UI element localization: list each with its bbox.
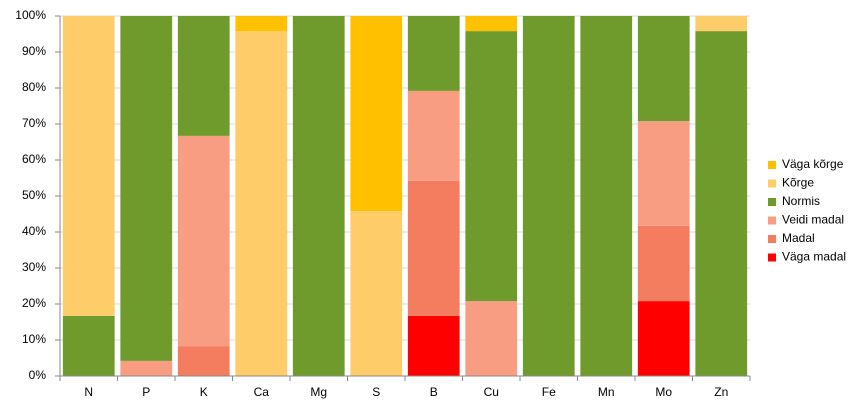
bar-segment xyxy=(292,16,345,376)
bar-segment xyxy=(120,16,173,361)
legend-label: Kõrge xyxy=(782,176,814,190)
bar-segment xyxy=(350,16,403,212)
bar-segment xyxy=(465,16,518,32)
y-tick-label: 100% xyxy=(15,8,46,22)
legend-swatch xyxy=(768,161,776,169)
legend-label: Madal xyxy=(782,231,815,245)
bar-segment xyxy=(235,31,288,377)
x-tick-label: B xyxy=(430,385,438,399)
x-tick-label: N xyxy=(84,385,93,399)
x-tick-label: S xyxy=(372,385,380,399)
legend-swatch xyxy=(768,179,776,188)
legend-label: Väga kõrge xyxy=(782,157,844,171)
bar-segment xyxy=(407,180,460,316)
x-tick-label: K xyxy=(200,385,208,399)
y-tick-label: 40% xyxy=(22,224,46,238)
bar-segment xyxy=(637,301,690,376)
bar-segment xyxy=(637,225,690,302)
x-tick-label: Mg xyxy=(310,385,327,399)
bar-segment xyxy=(637,16,690,122)
bar-segment xyxy=(177,16,230,136)
bar-segment xyxy=(465,301,518,376)
x-tick-label: Zn xyxy=(714,385,728,399)
bar-segment xyxy=(695,16,748,32)
y-tick-label: 50% xyxy=(22,188,46,202)
legend-swatch xyxy=(768,198,776,206)
x-tick-label: Mn xyxy=(598,385,615,399)
bar-segment xyxy=(62,16,115,316)
bar-segment xyxy=(120,360,173,376)
y-tick-label: 90% xyxy=(22,44,46,58)
bar-segment xyxy=(465,31,518,302)
bar-segment xyxy=(177,135,230,347)
x-tick-label: Ca xyxy=(254,385,270,399)
y-tick-label: 30% xyxy=(22,260,46,274)
legend-label: Väga madal xyxy=(782,250,846,264)
y-tick-label: 10% xyxy=(22,332,46,346)
x-tick-label: P xyxy=(142,385,150,399)
bar-segment xyxy=(235,16,288,32)
bar-segment xyxy=(350,211,403,376)
legend-label: Veidi madal xyxy=(782,213,844,227)
bar-segment xyxy=(407,90,460,181)
y-tick-label: 20% xyxy=(22,296,46,310)
x-tick-label: Cu xyxy=(484,385,499,399)
bar-segment xyxy=(637,121,690,226)
bar-segment xyxy=(407,315,460,376)
bar-segment xyxy=(522,16,575,376)
bar-segment xyxy=(62,315,115,376)
bar-segment xyxy=(580,16,633,376)
bar-segment xyxy=(177,346,230,376)
legend-swatch xyxy=(768,235,776,243)
y-tick-label: 80% xyxy=(22,80,46,94)
y-tick-label: 60% xyxy=(22,152,46,166)
legend-swatch xyxy=(768,216,776,225)
bar-segment xyxy=(695,31,748,377)
x-tick-label: Fe xyxy=(542,385,556,399)
x-tick-label: Mo xyxy=(655,385,672,399)
bar-segment xyxy=(407,16,460,91)
legend-swatch xyxy=(768,253,776,262)
legend-label: Normis xyxy=(782,194,820,208)
y-tick-label: 0% xyxy=(29,368,47,382)
y-tick-label: 70% xyxy=(22,116,46,130)
